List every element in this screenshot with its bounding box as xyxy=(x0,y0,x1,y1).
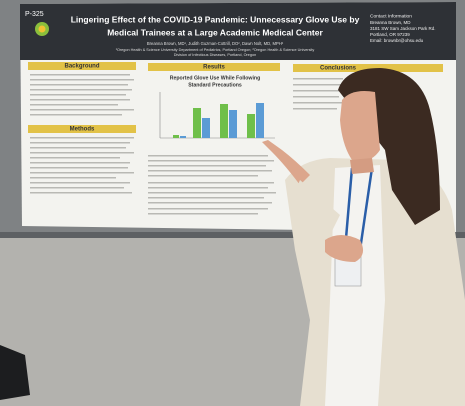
poster-banner xyxy=(20,2,456,60)
section-header: Methods xyxy=(70,127,95,133)
poster-id: P-325 xyxy=(25,11,44,18)
neck xyxy=(350,158,374,174)
section-header-bar xyxy=(28,125,136,133)
body-text xyxy=(30,74,343,215)
chart-bars xyxy=(173,103,264,138)
section-header-bar xyxy=(293,64,443,72)
section-header: Results xyxy=(203,65,225,71)
section-header: Conclusions xyxy=(320,66,357,72)
hand xyxy=(325,235,364,262)
authors: Breanna Brown, MD¹, Judith Guzman-Cottri… xyxy=(147,41,284,46)
section-header-bar xyxy=(148,63,280,71)
section-header: Background xyxy=(64,64,99,70)
contact-email: Email: brownbr@ohsu.edu xyxy=(370,38,424,43)
face xyxy=(340,91,380,162)
wall-base xyxy=(0,232,465,238)
contact-name: Breanna Brown, MD xyxy=(370,20,411,25)
chart-title: Reported Glove Use While Following xyxy=(170,75,261,81)
affiliation: Division of Infectious Diseases, Portlan… xyxy=(174,53,257,57)
contact-heading: Contact Information xyxy=(370,13,412,19)
poster-title: Lingering Effect of the COVID-19 Pandemi… xyxy=(71,14,360,24)
sleeve xyxy=(296,180,340,235)
logo-center xyxy=(38,25,46,33)
section-header-bar xyxy=(28,62,136,70)
black-case xyxy=(0,345,30,400)
contact-address: 3181 SW Sam Jackson Park Rd. xyxy=(370,26,436,31)
pointing-hand xyxy=(262,140,310,185)
contact-address: Portland, OR 97239 xyxy=(370,32,410,37)
poster-title: Medical Trainees at a Large Academic Med… xyxy=(107,27,323,37)
affiliation: ¹Oregon Health & Science University Depa… xyxy=(116,48,315,52)
chart-title: Standard Precautions xyxy=(188,82,242,88)
